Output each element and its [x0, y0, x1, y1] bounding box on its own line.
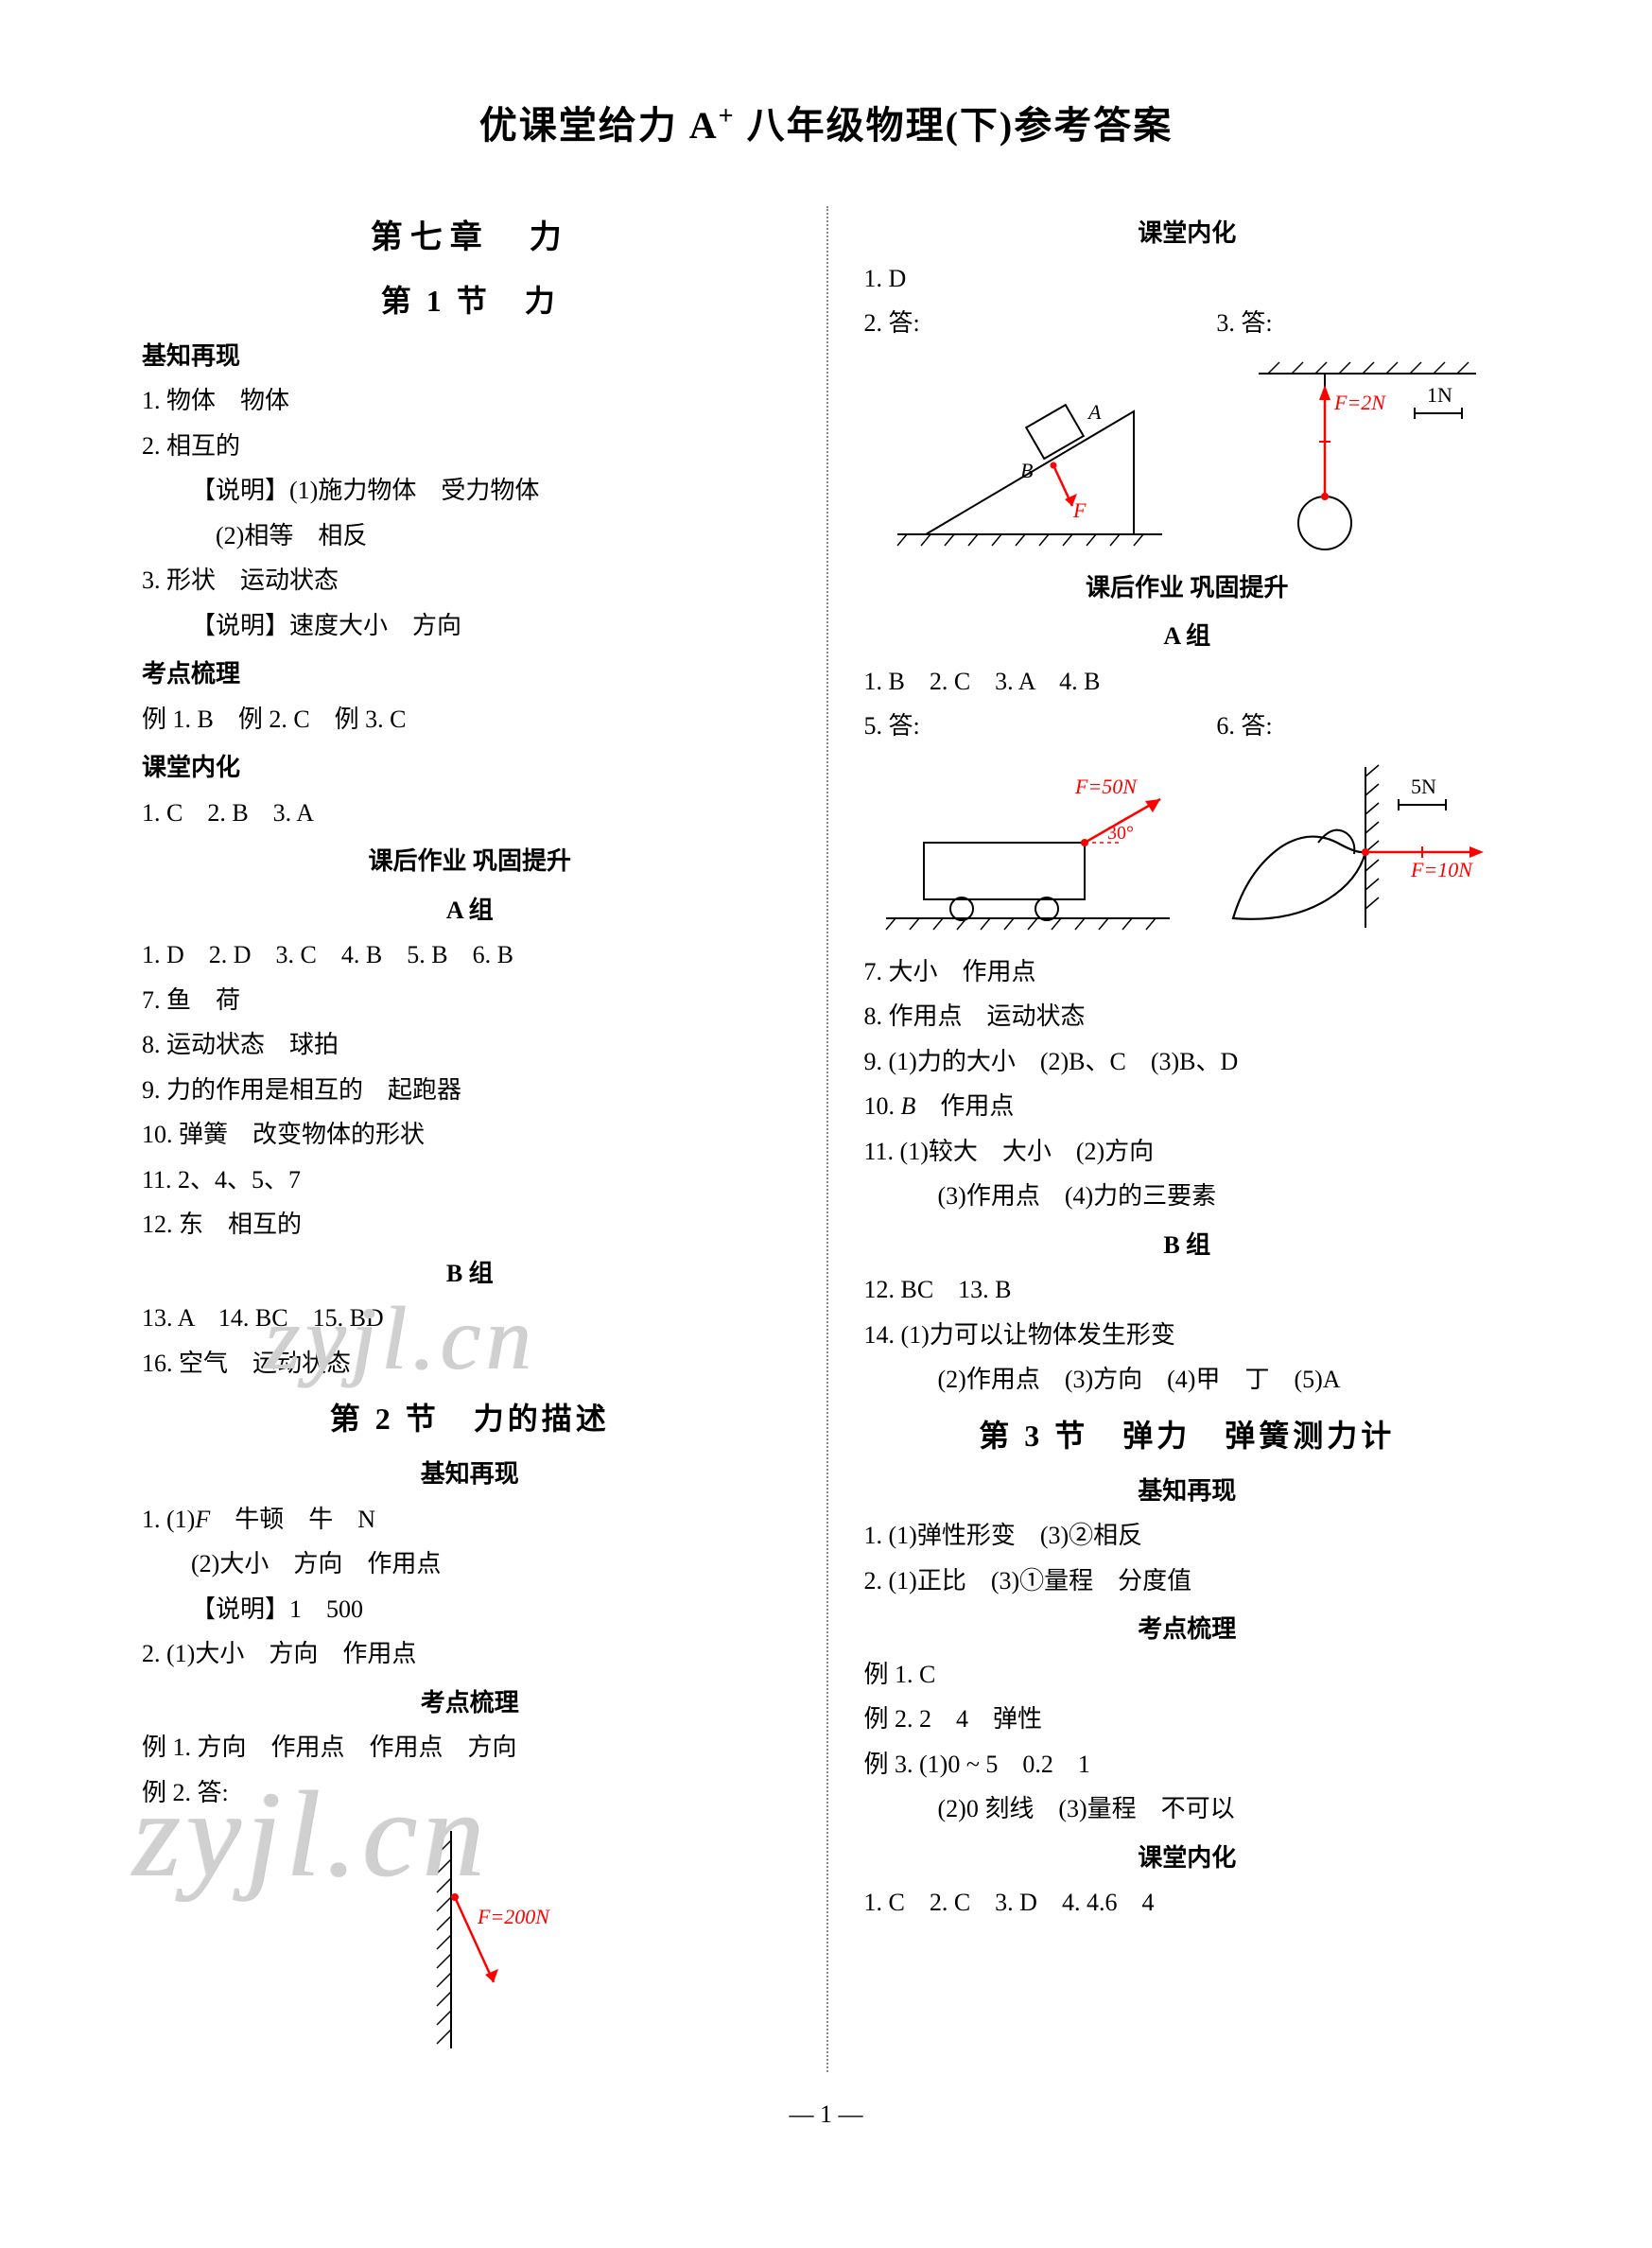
label-30deg: 30° [1107, 823, 1134, 844]
text-line: 2. 相互的 [142, 425, 798, 468]
heading-group-a: A 组 [142, 889, 798, 932]
chapter-title: 第七章 力 [142, 210, 798, 267]
italic-var: B [901, 1092, 916, 1120]
section-3-title: 第 3 节 弹力 弹簧测力计 [864, 1409, 1511, 1462]
title-prefix: 优课堂给力 A [479, 104, 719, 147]
label-1N: 1N [1427, 383, 1452, 407]
text-line: 10. B 作用点 [864, 1085, 1511, 1128]
title-sup: + [719, 102, 736, 131]
text-line: 7. 鱼 荷 [142, 979, 798, 1022]
two-column-layout: 第七章 力 第 1 节 力 基知再现 1. 物体 物体 2. 相互的 【说明】(… [142, 206, 1510, 2072]
text-line: 12. BC 13. B [864, 1268, 1511, 1312]
label-F2N: F=2N [1333, 391, 1386, 414]
label-5N: 5N [1411, 775, 1436, 798]
text-line: 8. 运动状态 球拍 [142, 1023, 798, 1067]
label-F: F [1072, 498, 1087, 522]
diagram-cart-svg: F=50N 30° [877, 767, 1179, 937]
heading-kaodian-3: 考点梳理 [864, 1608, 1511, 1651]
label-A: A [1087, 400, 1102, 424]
diagram-wall-svg: F=200N [347, 1821, 593, 2058]
heading-jizhi: 基知再现 [142, 335, 798, 378]
text-line: 14. (1)力可以让物体发生形变 [864, 1314, 1511, 1357]
heading-group-a-r: A 组 [864, 615, 1511, 658]
text-line: 1. D 2. D 3. C 4. B 5. B 6. B [142, 933, 798, 977]
text-line: 13. A 14. BC 15. BD [142, 1297, 798, 1340]
text-span: 10. [864, 1092, 901, 1120]
heading-kaodian: 考点梳理 [142, 653, 798, 696]
text-line: 10. 弹簧 改变物体的形状 [142, 1113, 798, 1157]
text-line: 1. D [864, 257, 1511, 301]
text-line: 8. 作用点 运动状态 [864, 995, 1511, 1038]
text-line: 9. 力的作用是相互的 起跑器 [142, 1069, 798, 1112]
heading-jizhi-2: 基知再现 [142, 1453, 798, 1496]
text-line: 例 3. (1)0 ~ 5 0.2 1 [864, 1743, 1511, 1786]
italic-var: F [195, 1506, 210, 1533]
left-column: 第七章 力 第 1 节 力 基知再现 1. 物体 物体 2. 相互的 【说明】(… [142, 206, 826, 2072]
text-span: 1. (1) [142, 1506, 195, 1533]
page-number: — 1 — [142, 2100, 1510, 2129]
figure-wall-force: F=200N [142, 1821, 798, 2072]
text-line: 例 1. B 例 2. C 例 3. C [142, 698, 798, 741]
heading-group-b: B 组 [142, 1252, 798, 1296]
heading-ketang-3: 课堂内化 [864, 1837, 1511, 1880]
right-column: 课堂内化 1. D 2. 答: 3. 答: [826, 206, 1511, 2072]
text-line: 1. C 2. B 3. A [142, 792, 798, 835]
text-line: 2. (1)正比 (3)①量程 分度值 [864, 1560, 1511, 1603]
label-B: B [1020, 459, 1033, 482]
heading-group-b-r: B 组 [864, 1224, 1511, 1267]
answer-6: 6. 答: [1216, 705, 1510, 748]
text-span: 牛顿 牛 N [210, 1506, 375, 1533]
answer-5: 5. 答: [864, 705, 1217, 748]
text-line: 【说明】(1)施力物体 受力物体 [142, 469, 798, 513]
text-span: 作用点 [915, 1092, 1014, 1120]
heading-ketang: 课堂内化 [142, 746, 798, 790]
text-line: 1. C 2. C 3. D 4. 4.6 4 [864, 1881, 1511, 1925]
title-suffix: 八年级物理(下)参考答案 [736, 104, 1174, 147]
text-line: 1. (1)弹性形变 (3)②相反 [864, 1514, 1511, 1558]
diagram-ceiling-ball-svg: F=2N 1N [1221, 355, 1486, 553]
answer-row: 5. 答: 6. 答: [864, 705, 1511, 748]
answer-3: 3. 答: [1216, 302, 1510, 345]
section-1-title: 第 1 节 力 [142, 274, 798, 327]
diagram-thumb-svg: 5N F=10N [1205, 758, 1498, 937]
text-line: 11. (1)较大 大小 (2)方向 [864, 1130, 1511, 1174]
figure-row-1: A B F [864, 355, 1511, 553]
text-line: 例 1. C [864, 1653, 1511, 1697]
column-divider [826, 206, 828, 2072]
force-label: F=200N [477, 1905, 550, 1928]
main-title: 优课堂给力 A+ 八年级物理(下)参考答案 [142, 95, 1510, 149]
text-line: 例 2. 答: [142, 1771, 798, 1815]
heading-kaodian-2: 考点梳理 [142, 1682, 798, 1725]
text-line: 12. 东 相互的 [142, 1203, 798, 1246]
text-line: 3. 形状 运动状态 [142, 559, 798, 602]
text-line: 例 2. 2 4 弹性 [864, 1698, 1511, 1741]
text-line: (2)相等 相反 [142, 514, 798, 558]
text-line: 1. B 2. C 3. A 4. B [864, 660, 1511, 704]
answer-2: 2. 答: [864, 302, 1217, 345]
text-line: 9. (1)力的大小 (2)B、C (3)B、D [864, 1040, 1511, 1084]
label-F10N: F=10N [1410, 858, 1473, 881]
text-line: (2)大小 方向 作用点 [142, 1542, 798, 1586]
text-line: 1. 物体 物体 [142, 379, 798, 423]
figure-row-2: F=50N 30° 5N [864, 758, 1511, 937]
heading-jizhi-3: 基知再现 [864, 1470, 1511, 1513]
text-line: 【说明】1 500 [142, 1588, 798, 1631]
text-line: (2)作用点 (3)方向 (4)甲 丁 (5)A [864, 1358, 1511, 1402]
heading-kehou-r: 课后作业 巩固提升 [864, 566, 1511, 610]
label-F50N: F=50N [1074, 775, 1138, 798]
heading-ketang-r: 课堂内化 [864, 212, 1511, 255]
text-line: (3)作用点 (4)力的三要素 [864, 1175, 1511, 1218]
heading-kehou: 课后作业 巩固提升 [142, 840, 798, 883]
section-2-title: 第 2 节 力的描述 [142, 1392, 798, 1445]
text-line: 例 1. 方向 作用点 作用点 方向 [142, 1726, 798, 1769]
text-line: 11. 2、4、5、7 [142, 1159, 798, 1202]
text-line: 16. 空气 运动状态 [142, 1342, 798, 1385]
text-line: 2. (1)大小 方向 作用点 [142, 1632, 798, 1676]
text-line: 【说明】速度大小 方向 [142, 604, 798, 648]
text-line: 7. 大小 作用点 [864, 950, 1511, 994]
text-line: 1. (1)F 牛顿 牛 N [142, 1498, 798, 1542]
diagram-incline-svg: A B F [888, 374, 1172, 553]
text-line: (2)0 刻线 (3)量程 不可以 [864, 1787, 1511, 1831]
answer-row: 2. 答: 3. 答: [864, 302, 1511, 345]
